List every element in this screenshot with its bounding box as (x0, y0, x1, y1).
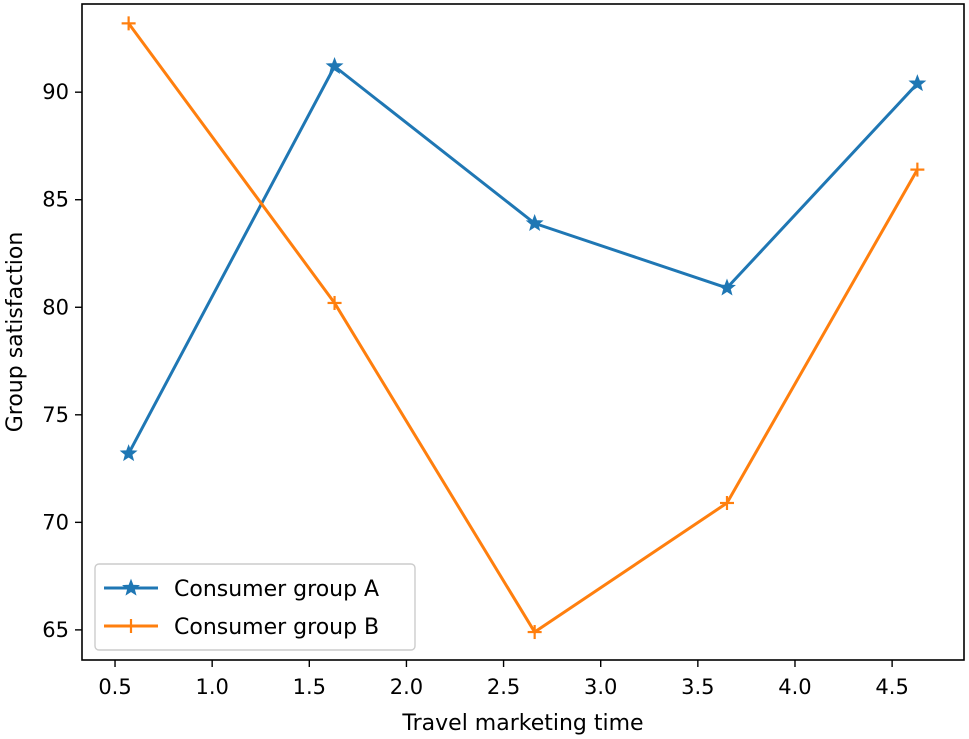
data-point (719, 495, 734, 510)
y-tick-label: 65 (42, 618, 69, 642)
x-axis-label: Travel marketing time (401, 711, 643, 736)
legend: Consumer group A Consumer group B (94, 563, 416, 651)
x-tick-label: 4.0 (778, 675, 811, 699)
plot-area (81, 3, 965, 661)
y-tick-label: 85 (42, 188, 69, 212)
data-point (718, 278, 736, 296)
x-tick-label: 1.0 (195, 675, 228, 699)
data-point (910, 162, 925, 177)
legend-label: Consumer group A (174, 577, 379, 602)
legend-swatch-marker (124, 619, 138, 633)
y-tick-label: 80 (42, 295, 69, 319)
legend-swatch-marker (122, 578, 140, 596)
x-tick-label: 1.5 (293, 675, 326, 699)
series-layer (119, 16, 927, 640)
series-b (121, 16, 925, 640)
data-point (121, 16, 136, 31)
legend-item: Consumer group B (104, 615, 379, 640)
legend-frame (94, 563, 416, 651)
data-point (527, 625, 542, 640)
data-point (525, 213, 544, 231)
y-axis-label: Group satisfaction (3, 232, 28, 433)
x-tick-label: 0.5 (98, 675, 131, 699)
legend-item: Consumer group A (104, 577, 379, 602)
y-tick-label: 75 (42, 403, 69, 427)
data-point (908, 74, 927, 92)
y-axis: 65 70 75 80 85 90 (42, 80, 82, 642)
data-point (327, 295, 342, 310)
x-tick-label: 4.5 (875, 675, 908, 699)
x-axis: 0.5 1.0 1.5 2.0 2.5 3.0 3.5 4.0 4.5 (98, 660, 909, 699)
x-tick-label: 2.5 (487, 675, 520, 699)
x-tick-label: 3.0 (584, 675, 617, 699)
x-tick-label: 2.0 (390, 675, 423, 699)
series-a (119, 56, 927, 462)
y-tick-label: 90 (42, 80, 69, 104)
legend-label: Consumer group B (174, 615, 379, 640)
data-point (325, 56, 344, 74)
y-tick-label: 70 (42, 510, 69, 534)
x-tick-label: 3.5 (681, 675, 714, 699)
data-point (119, 444, 138, 462)
